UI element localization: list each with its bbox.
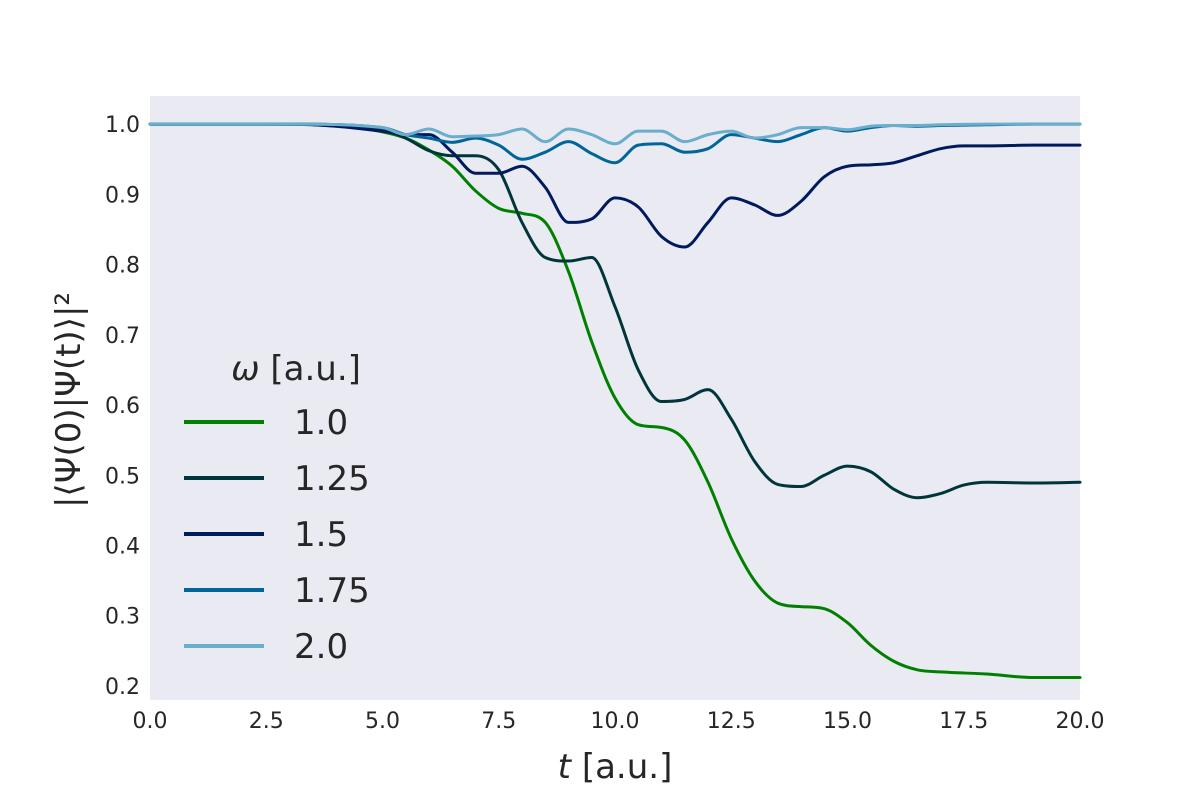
x-tick-label: 2.5 bbox=[249, 709, 284, 734]
series-layer bbox=[148, 122, 1082, 680]
x-axis-label-unit: [a.u.] bbox=[582, 747, 673, 787]
y-tick-label: 0.9 bbox=[105, 183, 140, 208]
x-axis-label-variable: t bbox=[558, 747, 573, 787]
legend-label: 1.0 bbox=[294, 403, 348, 443]
legend-label: 1.5 bbox=[294, 515, 348, 555]
legend-entry-3: 1.75 bbox=[184, 571, 370, 611]
legend-entries: 1.0 1.25 1.5 1.75 2.0 bbox=[184, 403, 370, 667]
legend-title-unit: [a.u.] bbox=[270, 349, 361, 389]
legend-title: ω [a.u.] bbox=[231, 349, 361, 389]
legend-label: 1.25 bbox=[294, 459, 370, 499]
legend-label: 2.0 bbox=[294, 627, 348, 667]
y-tick-label: 0.3 bbox=[105, 605, 140, 630]
legend-title-variable: ω bbox=[231, 349, 259, 389]
x-tick-label: 12.5 bbox=[707, 709, 756, 734]
x-tick-label: 20.0 bbox=[1056, 709, 1105, 734]
legend-entry-0: 1.0 bbox=[184, 403, 348, 443]
series-line-4 bbox=[148, 122, 1082, 146]
legend-entry-4: 2.0 bbox=[184, 627, 348, 667]
y-tick-label: 0.2 bbox=[105, 675, 140, 700]
x-tick-label: 0.0 bbox=[133, 709, 168, 734]
y-tick-label: 1.0 bbox=[105, 113, 140, 138]
x-tick-label: 15.0 bbox=[823, 709, 872, 734]
series-line-1 bbox=[148, 122, 1082, 500]
series-line-0 bbox=[148, 122, 1082, 680]
x-axis-label: t [a.u.] bbox=[558, 747, 673, 787]
legend-entry-2: 1.5 bbox=[184, 515, 348, 555]
y-tick-label: 0.7 bbox=[105, 324, 140, 349]
legend-label: 1.75 bbox=[294, 571, 370, 611]
y-axis-ticks: 0.2 0.3 0.4 0.5 0.6 0.7 0.8 0.9 1.0 bbox=[105, 113, 140, 700]
x-axis-ticks: 0.0 2.5 5.0 7.5 10.0 12.5 15.0 17.5 20.0 bbox=[133, 709, 1105, 734]
y-tick-label: 0.4 bbox=[105, 534, 140, 559]
y-axis-label: |⟨Ψ(0)|Ψ(t)⟩|² bbox=[49, 292, 89, 508]
legend-entry-1: 1.25 bbox=[184, 459, 370, 499]
x-tick-label: 17.5 bbox=[939, 709, 988, 734]
y-tick-label: 0.6 bbox=[105, 394, 140, 419]
x-tick-label: 10.0 bbox=[591, 709, 640, 734]
x-tick-label: 7.5 bbox=[481, 709, 516, 734]
y-tick-label: 0.5 bbox=[105, 464, 140, 489]
y-tick-label: 0.8 bbox=[105, 254, 140, 279]
x-tick-label: 5.0 bbox=[365, 709, 400, 734]
legend: ω [a.u.] 1.0 1.25 1.5 1.75 2.0 bbox=[184, 349, 370, 667]
